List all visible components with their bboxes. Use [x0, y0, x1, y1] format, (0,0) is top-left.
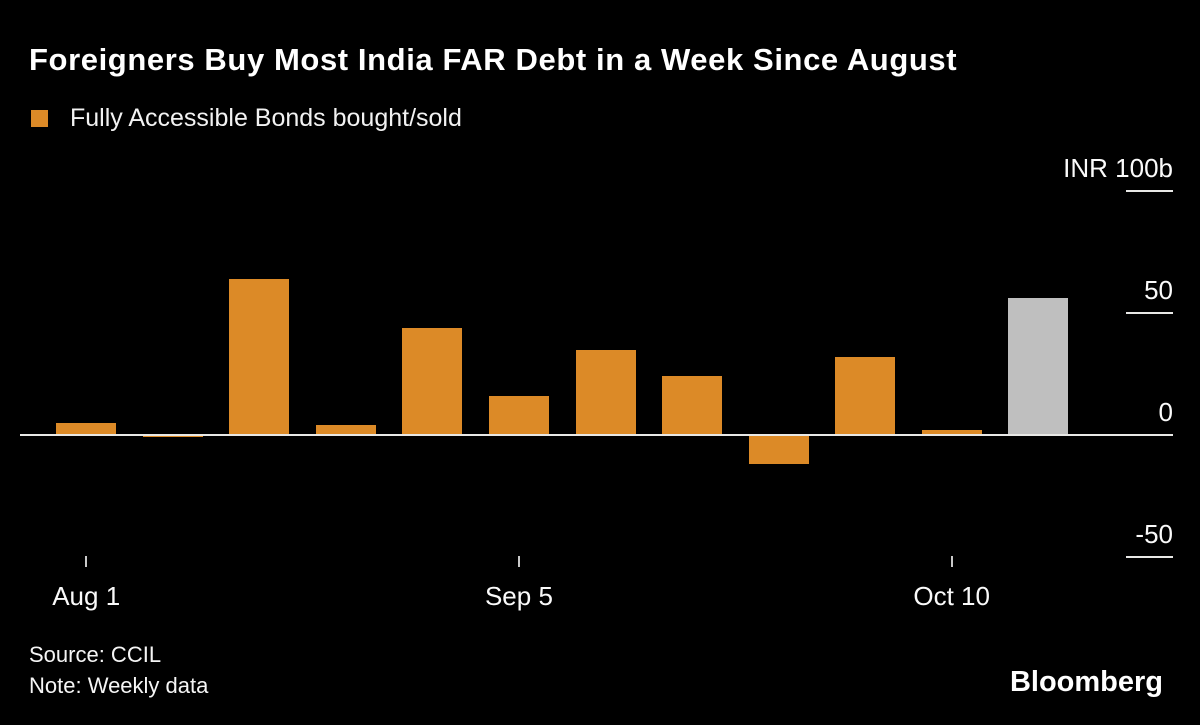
bar: [56, 422, 117, 436]
bar: [1008, 298, 1069, 436]
bar: [662, 376, 723, 436]
bar: [748, 434, 809, 465]
legend-label: Fully Accessible Bonds bought/sold: [70, 104, 462, 132]
bar: [921, 430, 982, 436]
bar: [402, 327, 463, 436]
x-axis-tick-mark: [950, 556, 953, 567]
y-axis-tick-label: INR 100b: [1063, 153, 1173, 183]
y-axis-tick-mark: [1126, 556, 1173, 558]
y-axis-tick-label: -50: [1135, 519, 1173, 549]
chart-title: Foreigners Buy Most India FAR Debt in a …: [29, 42, 958, 77]
y-axis-tick-label: 50: [1144, 275, 1173, 305]
x-axis-tick-label: Sep 5: [484, 581, 553, 611]
x-axis-tick-label: Aug 1: [52, 581, 121, 611]
bar: [575, 349, 636, 436]
zero-axis-line: [20, 433, 1173, 436]
bloomberg-logo: Bloomberg: [1009, 666, 1163, 698]
y-axis-tick-mark: [1126, 190, 1173, 192]
x-axis-tick-mark: [517, 556, 520, 567]
bar: [835, 356, 896, 436]
weekly-note: Note: Weekly data: [29, 673, 209, 698]
x-axis-tick-mark: [85, 556, 88, 567]
y-axis-tick-label: 0: [1158, 397, 1173, 427]
x-axis-tick-label: Oct 10: [913, 581, 990, 611]
bar: [488, 395, 549, 436]
bar: [229, 278, 290, 436]
legend-swatch: [31, 110, 48, 127]
bar: [315, 425, 376, 436]
source-note: Source: CCIL: [29, 642, 162, 667]
y-axis-tick-mark: [1126, 312, 1173, 314]
